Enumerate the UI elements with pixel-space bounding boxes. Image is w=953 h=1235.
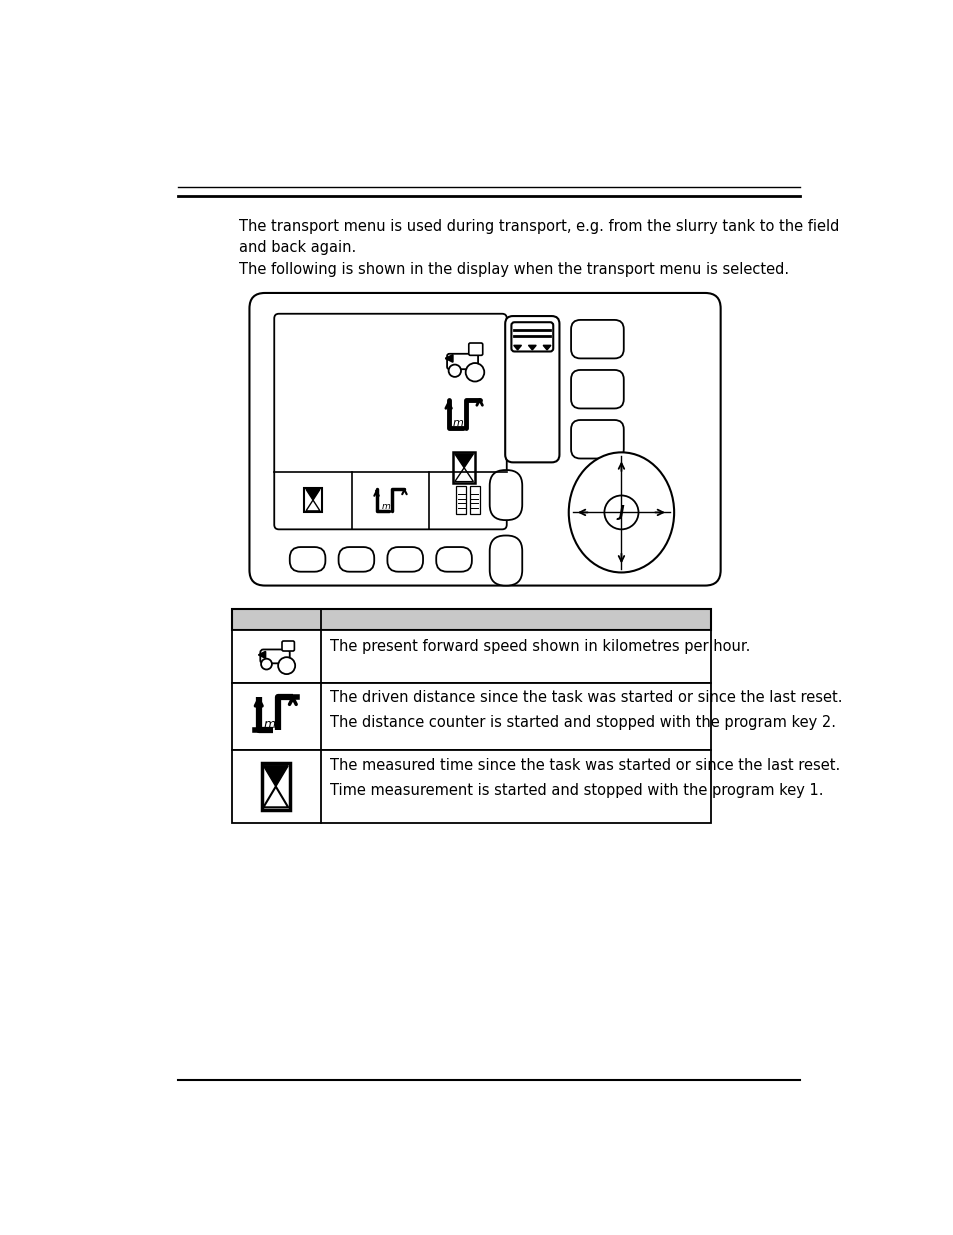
- Bar: [453, 452, 475, 483]
- FancyBboxPatch shape: [436, 547, 472, 572]
- Text: The measured time since the task was started or since the last reset.: The measured time since the task was sta…: [330, 758, 840, 773]
- Text: m: m: [452, 419, 463, 429]
- Circle shape: [604, 495, 638, 530]
- Circle shape: [278, 657, 294, 674]
- Bar: [261, 763, 290, 810]
- FancyBboxPatch shape: [260, 650, 290, 663]
- FancyBboxPatch shape: [511, 322, 553, 352]
- Bar: [232, 630, 710, 683]
- FancyBboxPatch shape: [489, 536, 521, 585]
- FancyBboxPatch shape: [282, 641, 294, 651]
- FancyBboxPatch shape: [338, 547, 374, 572]
- Circle shape: [465, 363, 484, 382]
- Polygon shape: [306, 489, 319, 500]
- Polygon shape: [306, 500, 319, 511]
- Polygon shape: [263, 766, 288, 787]
- Ellipse shape: [568, 452, 674, 573]
- Polygon shape: [263, 787, 288, 808]
- Text: The transport menu is used during transport, e.g. from the slurry tank to the fi: The transport menu is used during transp…: [239, 219, 839, 256]
- Text: m: m: [381, 501, 390, 511]
- FancyBboxPatch shape: [505, 316, 558, 462]
- Text: J: J: [618, 505, 623, 520]
- FancyBboxPatch shape: [274, 314, 506, 530]
- Bar: [469, 487, 479, 514]
- Polygon shape: [528, 346, 536, 350]
- Polygon shape: [455, 468, 473, 482]
- Text: The following is shown in the display when the transport menu is selected.: The following is shown in the display wh…: [239, 262, 789, 277]
- FancyBboxPatch shape: [387, 547, 422, 572]
- Text: The present forward speed shown in kilometres per hour.: The present forward speed shown in kilom…: [330, 640, 750, 655]
- Polygon shape: [455, 454, 473, 468]
- Bar: [232, 751, 710, 824]
- FancyBboxPatch shape: [571, 320, 623, 358]
- FancyBboxPatch shape: [290, 547, 325, 572]
- FancyBboxPatch shape: [571, 370, 623, 409]
- FancyBboxPatch shape: [447, 353, 477, 369]
- FancyBboxPatch shape: [489, 471, 521, 520]
- FancyBboxPatch shape: [249, 293, 720, 585]
- Text: Time measurement is started and stopped with the program key 1.: Time measurement is started and stopped …: [330, 783, 822, 798]
- Bar: [456, 487, 466, 514]
- Text: The distance counter is started and stopped with the program key 2.: The distance counter is started and stop…: [330, 715, 835, 730]
- Bar: [304, 488, 321, 513]
- Text: The driven distance since the task was started or since the last reset.: The driven distance since the task was s…: [330, 690, 841, 705]
- Polygon shape: [513, 346, 521, 350]
- FancyBboxPatch shape: [571, 420, 623, 458]
- Text: m: m: [263, 718, 275, 731]
- Circle shape: [261, 658, 272, 669]
- Bar: [232, 683, 710, 751]
- FancyBboxPatch shape: [468, 343, 482, 356]
- Polygon shape: [542, 346, 550, 350]
- Circle shape: [448, 364, 460, 377]
- Bar: [232, 609, 710, 630]
